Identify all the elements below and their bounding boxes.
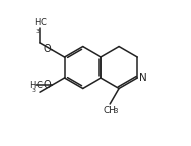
Text: C: C	[36, 81, 42, 90]
Text: 3: 3	[114, 108, 118, 114]
Text: N: N	[139, 73, 146, 83]
Text: C: C	[40, 18, 46, 27]
Text: 3: 3	[31, 88, 35, 93]
Text: 3: 3	[36, 29, 40, 34]
Text: CH: CH	[103, 106, 116, 115]
Text: H: H	[29, 81, 35, 90]
Text: H: H	[34, 18, 40, 27]
Text: O: O	[43, 80, 51, 90]
Text: O: O	[43, 44, 51, 54]
